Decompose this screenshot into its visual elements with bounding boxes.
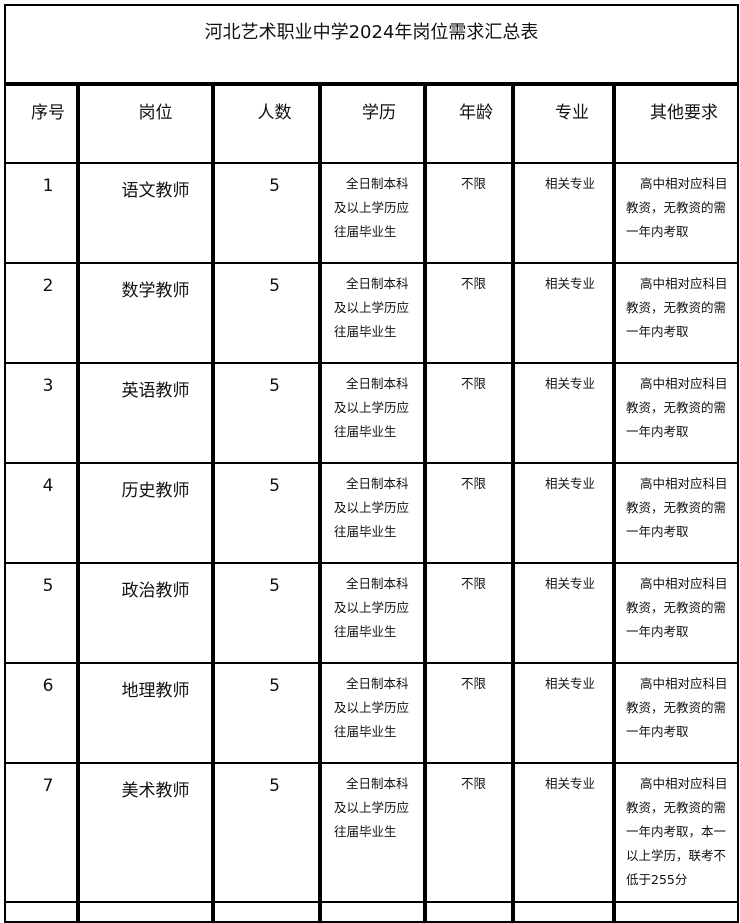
header-seq: 序号: [4, 83, 79, 164]
cell-education: 全日制本科及以上学历应往届毕业生: [318, 662, 426, 764]
cell-seq: 4: [4, 462, 79, 564]
cell-position: 地理教师: [76, 662, 214, 764]
cell-empty: [211, 901, 321, 923]
cell-count: 5: [211, 362, 321, 464]
cell-other: 高中相对应科目教资，无教资的需一年内考取: [612, 262, 739, 364]
header-age: 年龄: [423, 83, 514, 164]
cell-count: 5: [211, 162, 321, 264]
header-count: 人数: [211, 83, 321, 164]
cell-count: 5: [211, 462, 321, 564]
cell-seq: 2: [4, 262, 79, 364]
job-table-container: 河北艺术职业中学2024年岗位需求汇总表 序号 岗位 人数 学历 年龄 专业 其…: [4, 4, 739, 923]
cell-education: 全日制本科及以上学历应往届毕业生: [318, 262, 426, 364]
cell-age: 不限: [423, 462, 514, 564]
header-position: 岗位: [76, 83, 214, 164]
table-row: 5 政治教师 5 全日制本科及以上学历应往届毕业生 不限 相关专业 高中相对应科目教资，无教…: [4, 562, 739, 664]
cell-position: 历史教师: [76, 462, 214, 564]
table-title: 河北艺术职业中学2024年岗位需求汇总表: [4, 4, 739, 86]
cell-count: 5: [211, 562, 321, 664]
cell-age: 不限: [423, 662, 514, 764]
cell-education: 全日制本科及以上学历应往届毕业生: [318, 762, 426, 903]
cell-other: 高中相对应科目教资，无教资的需一年内考取: [612, 662, 739, 764]
cell-count: 5: [211, 762, 321, 903]
cell-other: 高中相对应科目教资，无教资的需一年内考取: [612, 162, 739, 264]
cell-empty: [612, 901, 739, 923]
cell-empty: [318, 901, 426, 923]
cell-education: 全日制本科及以上学历应往届毕业生: [318, 362, 426, 464]
cell-major: 相关专业: [511, 162, 615, 264]
cell-position: 语文教师: [76, 162, 214, 264]
cell-position: 政治教师: [76, 562, 214, 664]
cell-count: 5: [211, 662, 321, 764]
job-demand-table: 河北艺术职业中学2024年岗位需求汇总表 序号 岗位 人数 学历 年龄 专业 其…: [4, 4, 739, 923]
header-education: 学历: [318, 83, 426, 164]
cell-age: 不限: [423, 762, 514, 903]
cell-age: 不限: [423, 162, 514, 264]
cell-age: 不限: [423, 562, 514, 664]
cell-education: 全日制本科及以上学历应往届毕业生: [318, 562, 426, 664]
cell-other: 高中相对应科目教资，无教资的需一年内考取，本一以上学历，联考不低于255分: [612, 762, 739, 903]
cell-education: 全日制本科及以上学历应往届毕业生: [318, 162, 426, 264]
header-other: 其他要求: [612, 83, 739, 164]
cell-empty: [423, 901, 514, 923]
cell-seq: 5: [4, 562, 79, 664]
cell-seq: 6: [4, 662, 79, 764]
cell-age: 不限: [423, 362, 514, 464]
cell-education: 全日制本科及以上学历应往届毕业生: [318, 462, 426, 564]
cell-major: 相关专业: [511, 762, 615, 903]
cell-position: 英语教师: [76, 362, 214, 464]
table-row: 3 英语教师 5 全日制本科及以上学历应往届毕业生 不限 相关专业 高中相对应科目教资，无教…: [4, 362, 739, 464]
cell-position: 美术教师: [76, 762, 214, 903]
table-row: 6 地理教师 5 全日制本科及以上学历应往届毕业生 不限 相关专业 高中相对应科目教资，无教…: [4, 662, 739, 764]
cell-major: 相关专业: [511, 662, 615, 764]
table-row: 2 数学教师 5 全日制本科及以上学历应往届毕业生 不限 相关专业 高中相对应科目教资，无教…: [4, 262, 739, 364]
header-row: 序号 岗位 人数 学历 年龄 专业 其他要求: [4, 83, 739, 164]
table-row: 1 语文教师 5 全日制本科及以上学历应往届毕业生 不限 相关专业 高中相对应科目教资，无教…: [4, 162, 739, 264]
cell-other: 高中相对应科目教资，无教资的需一年内考取: [612, 362, 739, 464]
cell-count: 5: [211, 262, 321, 364]
header-major: 专业: [511, 83, 615, 164]
cell-empty: [76, 901, 214, 923]
cell-seq: 3: [4, 362, 79, 464]
cell-age: 不限: [423, 262, 514, 364]
cell-other: 高中相对应科目教资，无教资的需一年内考取: [612, 562, 739, 664]
cell-other: 高中相对应科目教资，无教资的需一年内考取: [612, 462, 739, 564]
cell-major: 相关专业: [511, 362, 615, 464]
cell-empty: [511, 901, 615, 923]
cell-empty: [4, 901, 79, 923]
cell-major: 相关专业: [511, 262, 615, 364]
cell-seq: 1: [4, 162, 79, 264]
cell-position: 数学教师: [76, 262, 214, 364]
table-row-partial: [4, 901, 739, 923]
cell-seq: 7: [4, 762, 79, 903]
table-row: 4 历史教师 5 全日制本科及以上学历应往届毕业生 不限 相关专业 高中相对应科目教资，无教…: [4, 462, 739, 564]
cell-major: 相关专业: [511, 562, 615, 664]
table-row: 7 美术教师 5 全日制本科及以上学历应往届毕业生 不限 相关专业 高中相对应科目教资，无教…: [4, 762, 739, 903]
cell-major: 相关专业: [511, 462, 615, 564]
